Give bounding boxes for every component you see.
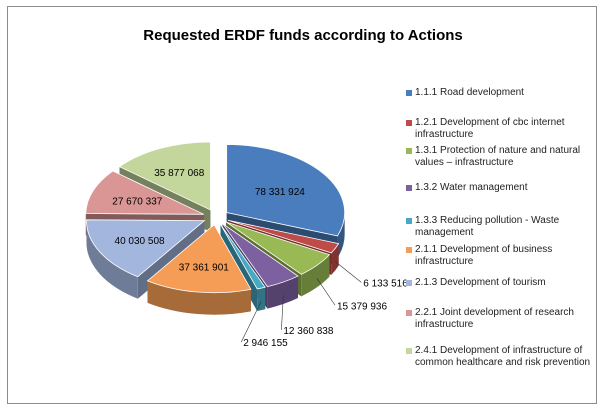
- legend-item: 1.3.2 Water management: [406, 182, 596, 194]
- legend-label: 2.4.1 Development of infrastructure of c…: [415, 345, 591, 368]
- slice-value-label: 6 133 516: [363, 278, 408, 289]
- slice-side: [301, 254, 330, 297]
- legend-swatch: [406, 218, 412, 224]
- slice-value-label: 37 361 901: [179, 262, 229, 273]
- pie-slice: [225, 221, 331, 275]
- pie-slice: [146, 224, 252, 294]
- legend-item: 1.3.1 Protection of nature and natural v…: [406, 145, 596, 169]
- legend-item: 2.1.1 Development of business infrastruc…: [406, 244, 596, 268]
- legend-swatch: [406, 185, 412, 191]
- legend-label: 1.3.2 Water management: [415, 182, 528, 193]
- legend-label: 1.3.1 Protection of nature and natural v…: [415, 145, 581, 168]
- legend-item: 1.2.1 Development of cbc internet infras…: [406, 117, 596, 141]
- slice-side: [267, 276, 298, 309]
- legend-label: 1.1.1 Road development: [415, 87, 524, 98]
- legend-swatch: [406, 90, 412, 96]
- legend-item: 2.2.1 Joint development of research infr…: [406, 307, 596, 331]
- legend-item: 2.1.3 Development of tourism: [406, 277, 596, 289]
- legend-swatch: [406, 120, 412, 126]
- legend-swatch: [406, 148, 412, 154]
- pie-slice: [220, 224, 266, 290]
- legend-swatch: [406, 280, 412, 286]
- pie-slice: [118, 141, 211, 211]
- legend-item: 2.4.1 Development of infrastructure of c…: [406, 345, 596, 369]
- slice-side: [86, 220, 138, 299]
- slice-value-label: 40 030 508: [115, 236, 165, 247]
- leader-line: [240, 301, 262, 343]
- legend-label: 1.3.3 Reducing pollution - Waste managem…: [415, 215, 560, 238]
- legend-label: 2.1.3 Development of tourism: [415, 277, 546, 288]
- legend-label: 2.1.1 Development of business infrastruc…: [415, 244, 553, 267]
- pie-slice: [227, 219, 340, 254]
- slice-value-label: 27 670 337: [112, 196, 162, 207]
- slice-value-label: 12 360 838: [283, 326, 333, 337]
- legend-swatch: [406, 310, 412, 316]
- slice-value-label: 2 946 155: [243, 338, 288, 349]
- chart-frame: Requested ERDF funds according to Action…: [7, 6, 597, 404]
- slice-value-label: 78 331 924: [255, 187, 305, 198]
- legend-swatch: [406, 348, 412, 354]
- legend-label: 1.2.1 Development of cbc internet infras…: [415, 117, 565, 140]
- slice-side: [147, 280, 251, 315]
- legend-label: 2.2.1 Joint development of research infr…: [415, 307, 574, 330]
- slice-value-label: 15 379 936: [337, 301, 387, 312]
- legend-swatch: [406, 247, 412, 253]
- pie-slice: [86, 219, 206, 278]
- pie-slice: [226, 144, 346, 237]
- pie-tops: [85, 141, 346, 294]
- legend-item: 1.1.1 Road development: [406, 87, 596, 99]
- chart-title: Requested ERDF funds according to Action…: [143, 27, 463, 44]
- slice-side: [337, 212, 345, 258]
- pie-slice: [85, 170, 204, 215]
- pie-slice: [222, 223, 299, 288]
- leader-line: [335, 261, 362, 283]
- legend-item: 1.3.3 Reducing pollution - Waste managem…: [406, 215, 596, 239]
- leader-line: [281, 295, 284, 331]
- leader-line: [316, 278, 336, 306]
- slice-value-label: 35 877 068: [154, 168, 204, 179]
